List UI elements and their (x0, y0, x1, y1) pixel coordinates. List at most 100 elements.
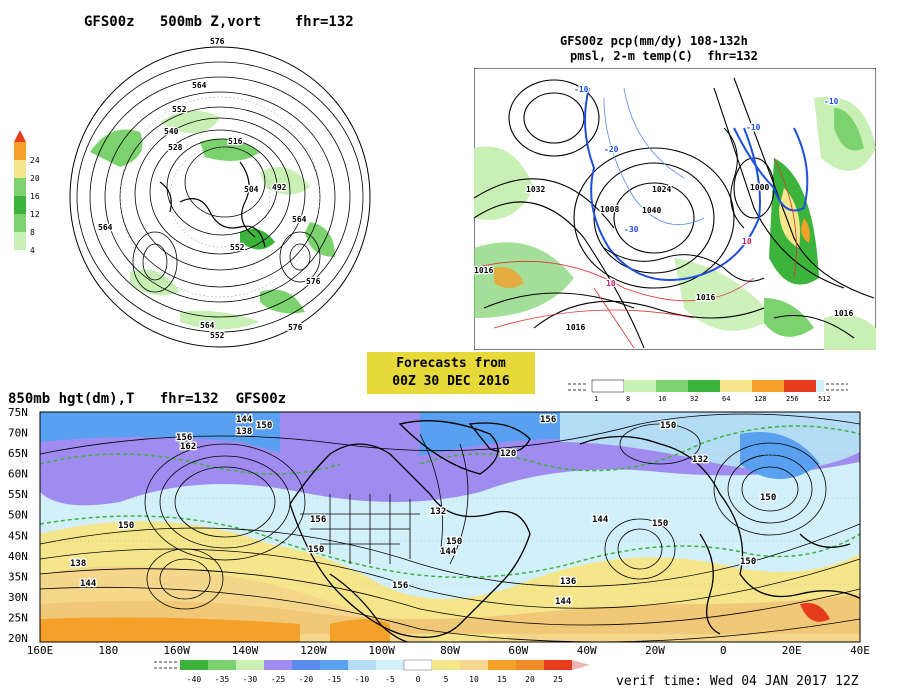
precip-colorbar-tick: 8 (626, 395, 630, 403)
longitude-label: 0 (720, 644, 727, 657)
panel-precip-title-1: GFS00z pcp(mm/dy) 108-132h (560, 34, 748, 48)
vort-colorbar-tick: 16 (30, 192, 40, 201)
height-contour-label: 576 (306, 277, 321, 286)
temperature-colorbar-tick: 15 (497, 675, 507, 684)
height-label-850: 150 (660, 421, 676, 431)
height-label-850: 120 (500, 449, 516, 459)
isobar-label: 1016 (566, 323, 585, 332)
latitude-label: 40N (8, 550, 28, 563)
longitude-label: 160W (163, 644, 190, 657)
height-label-850: 150 (308, 545, 324, 555)
panel-precip-title-2: pmsl, 2-m temp(C) fhr=132 (570, 49, 758, 63)
height-label-850: 132 (430, 507, 446, 517)
height-contour-label: 504 (244, 185, 259, 194)
precip-colorbar-tick: 512 (818, 395, 831, 403)
height-contour-label: 564 (192, 81, 207, 90)
latitude-label: 20N (8, 632, 28, 645)
verification-time: verif time: Wed 04 JAN 2017 12Z (616, 674, 859, 689)
vort-colorbar-tick: 12 (30, 210, 40, 219)
longitude-label: 40E (850, 644, 870, 657)
longitude-label: 20E (782, 644, 802, 657)
precip-colorbar-tick: 16 (658, 395, 666, 403)
isobar-label: 1000 (750, 183, 769, 192)
vort-colorbar-tick: 4 (30, 246, 35, 255)
temperature-label: -10 (746, 123, 761, 132)
height-label-850: 150 (760, 493, 776, 503)
height-label-850: 144 (80, 579, 97, 589)
temperature-colorbar-tick: 5 (444, 675, 449, 684)
height-contour-label: 528 (168, 143, 183, 152)
height-label-850: 150 (446, 537, 462, 547)
height-contour-label: 552 (230, 243, 245, 252)
panel-500mb-title: GFS00z 500mb Z,vort fhr=132 (84, 14, 354, 30)
height-label-850: 156 (540, 415, 556, 425)
isobar-label: 1016 (834, 309, 853, 318)
latitude-label: 75N (8, 406, 28, 419)
height-label-850: 162 (180, 442, 196, 452)
latitude-label: 65N (8, 447, 28, 460)
temperature-label: -30 (624, 225, 639, 234)
temperature-colorbar-tick: 0 (416, 675, 421, 684)
height-label-850: 132 (692, 455, 708, 465)
isobar-label: 1016 (696, 293, 715, 302)
longitude-label: 100W (368, 644, 395, 657)
isobar-label: 1016 (474, 266, 493, 275)
height-contour-label: 564 (98, 223, 113, 232)
latitude-label: 55N (8, 488, 28, 501)
forecast-from-box: Forecasts from 00Z 30 DEC 2016 (367, 352, 535, 394)
temperature-colorbar-tick: 20 (525, 675, 535, 684)
longitude-label: 180 (98, 644, 118, 657)
isobar-label: 1040 (642, 206, 661, 215)
latitude-label: 35N (8, 570, 28, 583)
height-label-850: 156 (392, 581, 408, 591)
temperature-label: 10 (742, 237, 752, 246)
height-label-850: 156 (310, 515, 326, 525)
height-contour-label: 564 (200, 321, 215, 330)
height-label-850: 150 (740, 557, 756, 567)
height-label-850: 150 (118, 521, 134, 531)
latitude-label: 60N (8, 468, 28, 481)
isobar-label: 1024 (652, 185, 671, 194)
precip-colorbar-tick: 1 (594, 395, 598, 403)
temperature-colorbar-tick: -35 (215, 675, 230, 684)
precip-colorbar: 1 8 16 32 64 128 256 512 (568, 379, 848, 403)
height-label-850: 138 (236, 427, 252, 437)
latitude-label: 25N (8, 611, 28, 624)
temperature-colorbar-tick: -15 (327, 675, 342, 684)
temperature-label: -10 (824, 97, 839, 106)
latitude-label: 45N (8, 529, 28, 542)
longitude-label: 120W (300, 644, 327, 657)
isobar-label: 1008 (600, 205, 619, 214)
forecast-from-line1: Forecasts from (396, 356, 506, 371)
temperature-colorbar-tick: -20 (299, 675, 314, 684)
precip-colorbar-tick: 128 (754, 395, 767, 403)
map-850mb: 75N 70N 65N 60N 55N 50N 45N 40N 35N 30N 25N 20N 160… (8, 406, 870, 657)
height-contour-label: 492 (272, 183, 287, 192)
vort-colorbar-tick: 8 (30, 228, 35, 237)
temperature-colorbar-tick: 25 (553, 675, 563, 684)
height-contour-label: 576 (288, 323, 303, 332)
longitude-label: 80W (440, 644, 460, 657)
height-contour-label: 516 (228, 137, 243, 146)
panel-850mb-title: 850mb hgt(dm),T fhr=132 GFS00z (8, 391, 287, 407)
temperature-label: 10 (606, 279, 616, 288)
temperature-label: -10 (574, 85, 589, 94)
temperature-colorbar-tick: -40 (187, 675, 202, 684)
height-contour-label: 576 (210, 37, 225, 46)
temperature-colorbar-tick: -10 (355, 675, 370, 684)
longitude-label: 20W (645, 644, 665, 657)
height-contour-label: 552 (172, 105, 187, 114)
height-label-850: 144 (236, 415, 253, 425)
latitude-label: 50N (8, 509, 28, 522)
latitude-label: 70N (8, 427, 28, 440)
precip-colorbar-tick: 64 (722, 395, 730, 403)
forecast-from-line2: 00Z 30 DEC 2016 (392, 374, 510, 389)
latitude-label: 30N (8, 591, 28, 604)
isobar-label: 1032 (526, 185, 545, 194)
height-label-850: 144 (555, 597, 572, 607)
precip-colorbar-tick: 32 (690, 395, 698, 403)
height-label-850: 150 (652, 519, 668, 529)
precip-colorbar-tick: 256 (786, 395, 799, 403)
temperature-colorbar-tick: -25 (271, 675, 286, 684)
